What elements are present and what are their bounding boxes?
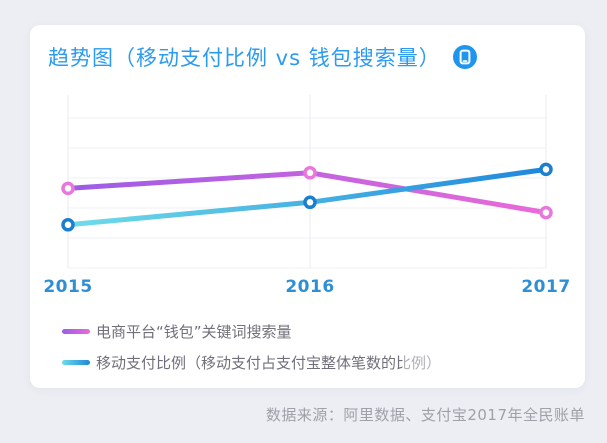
mobile-phone-icon	[452, 45, 477, 69]
chart-card: 趋势图（移动支付比例 vs 钱包搜索量） 2015 2016 2017 电商平台…	[30, 25, 585, 388]
legend-item-search-volume: 电商平台“钱包”关键词搜索量	[62, 321, 441, 342]
legend-label-mobile-payment: 移动支付比例（移动支付占支付宝整体笔数的比例）	[96, 354, 442, 372]
legend-swatch-mobile-payment	[62, 360, 90, 365]
trend-line-chart	[61, 95, 553, 269]
x-axis-label-2017: 2017	[521, 277, 571, 297]
card-header: 趋势图（移动支付比例 vs 钱包搜索量）	[48, 42, 477, 72]
x-axis-label-2016: 2016	[285, 277, 335, 297]
x-axis: 2015 2016 2017	[30, 277, 585, 299]
chart-legend: 电商平台“钱包”关键词搜索量 移动支付比例（移动支付占支付宝整体笔数的比例）	[62, 321, 441, 373]
data-source-note: 数据来源：阿里数据、支付宝2017年全民账单	[265, 406, 585, 424]
legend-item-mobile-payment: 移动支付比例（移动支付占支付宝整体笔数的比例）	[62, 352, 441, 373]
chart-title: 趋势图（移动支付比例 vs 钱包搜索量）	[48, 46, 441, 70]
legend-label-search-volume: 电商平台“钱包”关键词搜索量	[96, 323, 292, 341]
legend-swatch-search-volume	[62, 329, 90, 334]
x-axis-label-2015: 2015	[43, 277, 93, 297]
